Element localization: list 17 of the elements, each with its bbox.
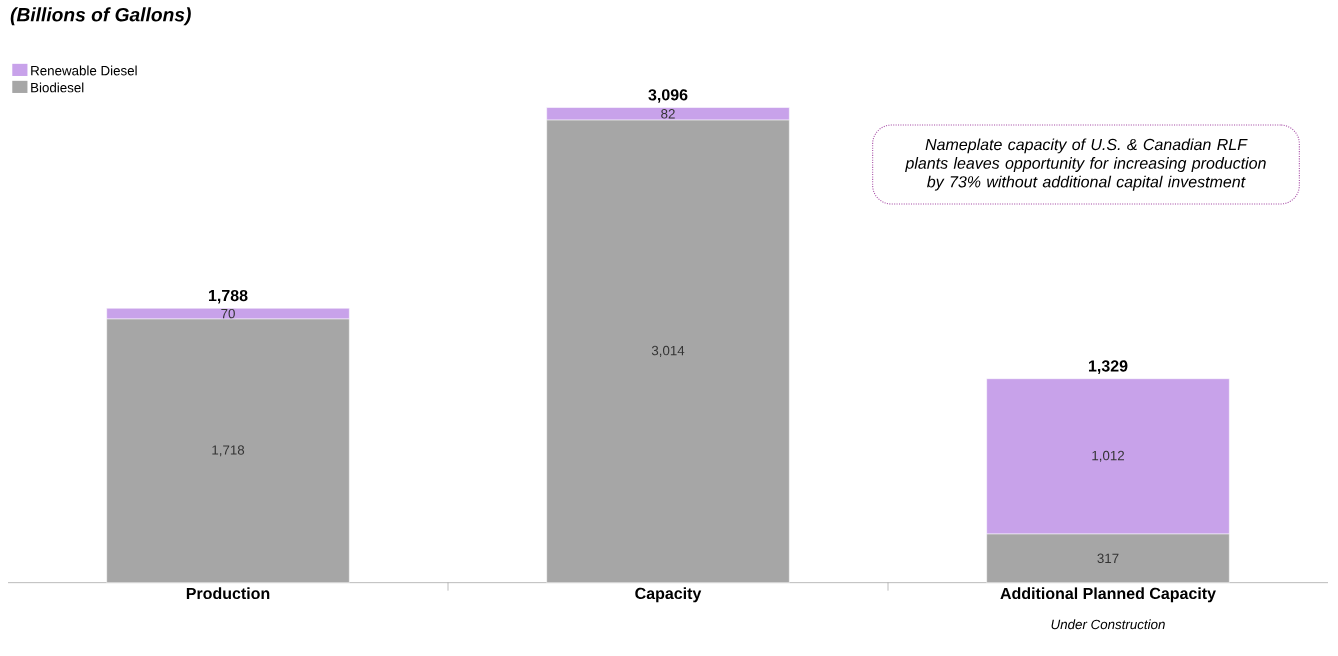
total-label: 1,329 bbox=[1088, 360, 1128, 374]
data-label: 3,014 bbox=[651, 345, 685, 357]
text: Under Construction bbox=[1051, 619, 1165, 630]
legend-label: Biodiesel bbox=[31, 82, 84, 93]
data-label: 70 bbox=[221, 308, 235, 319]
chart-title: (Billions of Gallons) bbox=[10, 7, 191, 26]
total-label: 1,788 bbox=[209, 289, 248, 304]
data-label: 1,718 bbox=[212, 445, 245, 457]
total-label: 3,096 bbox=[648, 89, 688, 103]
data-label: 1,012 bbox=[1092, 450, 1125, 462]
x-tick-label: Production bbox=[186, 587, 270, 600]
data-label: 317 bbox=[1097, 553, 1119, 564]
x-tick-label: Additional Planned Capacity bbox=[1000, 587, 1216, 603]
annotation: Nameplate capacity of U.S. & Canadian RLF plants leaves opportunity for increasing production by 73% without additional capital investment bbox=[905, 138, 1266, 191]
x-tick-label: Capacity bbox=[635, 587, 702, 603]
data-label: 82 bbox=[661, 109, 675, 119]
legend-label: Renewable Diesel bbox=[31, 65, 137, 76]
